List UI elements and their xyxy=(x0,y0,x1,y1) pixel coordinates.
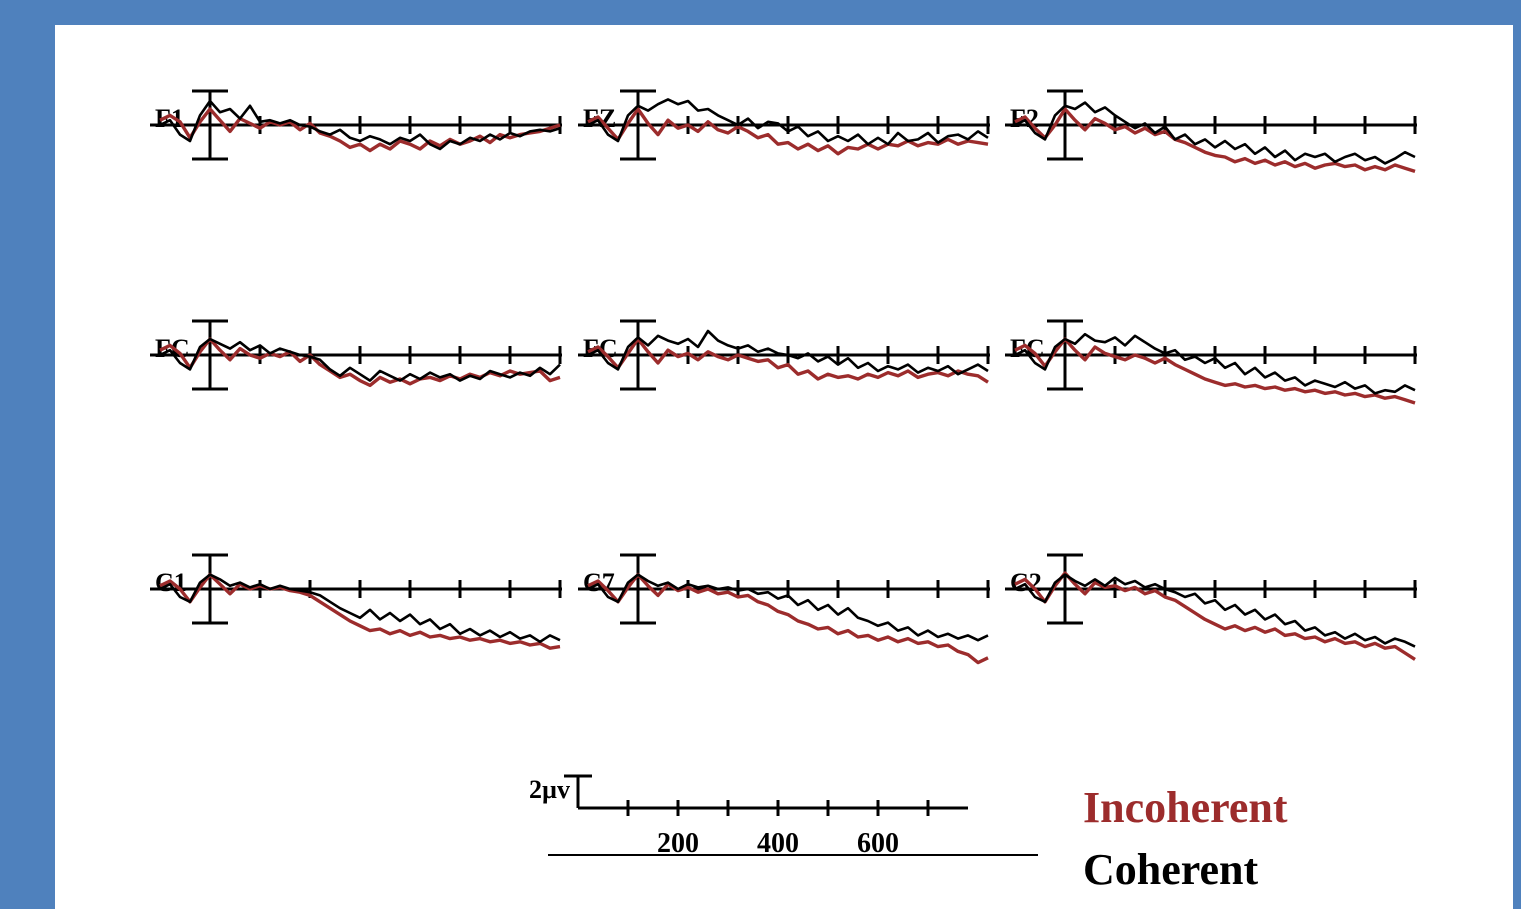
erp-panel: FC xyxy=(1005,319,1417,405)
coherent-waveform xyxy=(159,337,561,382)
erp-panel: FC xyxy=(150,319,562,391)
coherent-waveform xyxy=(587,98,989,146)
scale-bar: 2µv 200 400 600 xyxy=(529,774,1038,859)
coherent-waveform xyxy=(1014,101,1416,165)
erp-panel: C2 xyxy=(1005,553,1417,661)
erp-panel: FC xyxy=(578,319,990,391)
coherent-waveform xyxy=(159,573,561,644)
erp-panel: C1 xyxy=(150,553,562,650)
coherent-waveform xyxy=(1014,573,1416,648)
coherent-waveform xyxy=(587,329,989,376)
legend-incoherent: Incoherent xyxy=(1083,783,1288,832)
erp-panel: C7 xyxy=(578,553,990,665)
incoherent-waveform xyxy=(1014,337,1416,405)
incoherent-waveform xyxy=(1014,571,1416,661)
erp-panel: F1 xyxy=(150,89,562,161)
scale-bar-label: 2µv xyxy=(529,775,570,804)
incoherent-waveform xyxy=(1014,107,1416,174)
coherent-waveform xyxy=(159,99,561,151)
scale-tick-label: 200 xyxy=(657,828,699,859)
incoherent-waveform xyxy=(159,337,561,388)
coherent-waveform xyxy=(1014,332,1416,395)
scale-tick-label: 600 xyxy=(857,828,899,859)
erp-panel: FZ xyxy=(578,89,990,161)
legend-coherent: Coherent xyxy=(1083,845,1259,894)
incoherent-waveform xyxy=(587,337,989,384)
channel-label: F1 xyxy=(155,104,184,133)
incoherent-waveform xyxy=(587,572,989,665)
incoherent-waveform xyxy=(159,107,561,153)
figure-panel: F1 FZ F2 FC FC FC C1 C7 C2 2µv 200 400 600 Incohere… xyxy=(55,25,1513,909)
legend: Incoherent Coherent xyxy=(1083,783,1288,894)
incoherent-waveform xyxy=(587,107,989,156)
erp-panel: F2 xyxy=(1005,89,1417,174)
scale-tick-label: 400 xyxy=(757,828,799,859)
incoherent-waveform xyxy=(159,572,561,650)
coherent-waveform xyxy=(587,573,989,642)
